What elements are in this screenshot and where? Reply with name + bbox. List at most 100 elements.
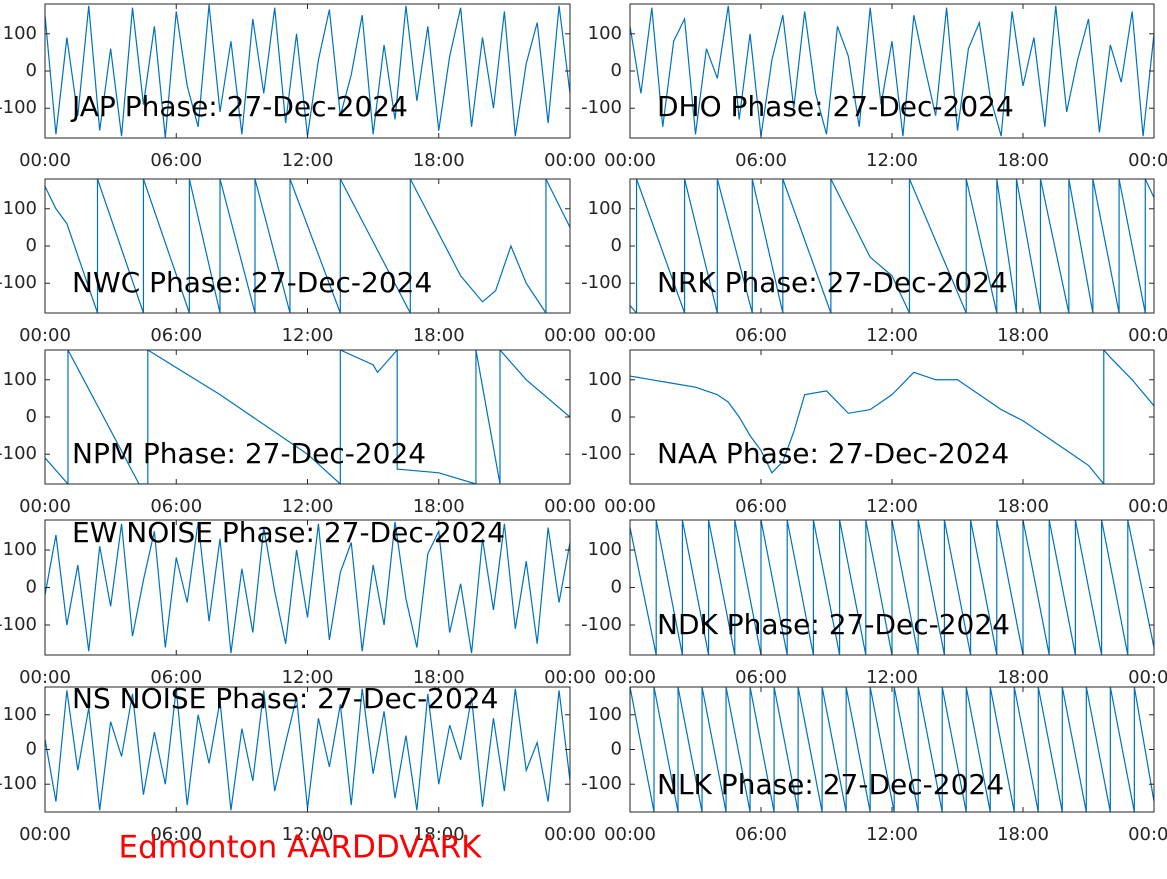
panel: -100 0 100 00:00 06:00 12:00 18:00 00:00 EW NOIS… xyxy=(0,516,596,688)
x-tick-label: 00:00 xyxy=(544,496,596,517)
y-tick-label: -100 xyxy=(0,614,37,635)
x-tick-label: 00:00 xyxy=(1128,325,1167,346)
x-tick-label: 12:00 xyxy=(282,496,334,517)
y-tick-label: 0 xyxy=(611,406,622,427)
panel: -100 0 100 00:00 06:00 12:00 18:00 00:00 NLK Pha… xyxy=(581,686,1167,845)
x-tick-label: 06:00 xyxy=(150,150,202,171)
x-tick-label: 00:00 xyxy=(19,150,71,171)
panel-title: NPM Phase: 27-Dec-2024 xyxy=(72,437,426,470)
x-tick-label: 00:00 xyxy=(604,824,656,845)
panel: -100 0 100 00:00 06:00 12:00 18:00 00:00 NRK Pha… xyxy=(581,178,1167,346)
phase-line xyxy=(45,179,570,313)
y-tick-label: -100 xyxy=(581,97,622,118)
y-tick-label: -100 xyxy=(0,443,37,464)
y-tick-label: 0 xyxy=(26,235,37,256)
phase-line xyxy=(630,687,1154,812)
x-tick-label: 00:00 xyxy=(1128,150,1167,171)
phase-line xyxy=(630,520,1154,655)
panel: -100 0 100 00:00 06:00 12:00 18:00 00:00 NWC Pha… xyxy=(0,178,596,346)
y-tick-label: 100 xyxy=(3,369,37,390)
y-tick-label: -100 xyxy=(0,773,37,794)
y-tick-label: 100 xyxy=(3,539,37,560)
x-tick-label: 00:00 xyxy=(604,496,656,517)
y-tick-label: 100 xyxy=(588,23,622,44)
panel-title: NAA Phase: 27-Dec-2024 xyxy=(657,437,1009,470)
panel-title: NS NOISE Phase: 27-Dec-2024 xyxy=(72,682,498,715)
y-tick-label: 0 xyxy=(26,739,37,760)
phase-line xyxy=(630,5,1154,137)
x-tick-label: 06:00 xyxy=(735,667,787,688)
plot-area xyxy=(45,687,570,812)
x-tick-label: 00:00 xyxy=(1128,824,1167,845)
x-tick-label: 18:00 xyxy=(413,824,465,845)
phase-line xyxy=(630,179,1154,313)
x-tick-label: 18:00 xyxy=(997,325,1049,346)
panel: -100 0 100 00:00 06:00 12:00 18:00 00:00 NAA Pha… xyxy=(581,349,1167,517)
plot-area xyxy=(45,350,570,484)
x-tick-label: 06:00 xyxy=(150,667,202,688)
y-tick-label: 0 xyxy=(611,60,622,81)
x-tick-label: 00:00 xyxy=(544,824,596,845)
x-tick-label: 12:00 xyxy=(866,150,918,171)
x-tick-label: 06:00 xyxy=(735,325,787,346)
panel: -100 0 100 00:00 06:00 12:00 18:00 00:00 NS NOIS… xyxy=(0,682,596,845)
y-tick-label: -100 xyxy=(581,773,622,794)
y-tick-label: 0 xyxy=(26,577,37,598)
x-tick-label: 12:00 xyxy=(866,824,918,845)
panel-title: NRK Phase: 27-Dec-2024 xyxy=(657,266,1008,299)
y-tick-label: -100 xyxy=(581,443,622,464)
y-tick-label: 100 xyxy=(588,704,622,725)
footer: Edmonton AARDDVARK xyxy=(118,830,482,866)
x-tick-label: 06:00 xyxy=(735,824,787,845)
x-tick-label: 00:00 xyxy=(604,150,656,171)
y-tick-label: 0 xyxy=(611,739,622,760)
x-tick-label: 12:00 xyxy=(866,667,918,688)
phase-line xyxy=(45,350,570,484)
x-tick-label: 18:00 xyxy=(997,667,1049,688)
x-tick-label: 18:00 xyxy=(413,150,465,171)
phase-line xyxy=(630,350,1154,484)
panel-title: EW NOISE Phase: 27-Dec-2024 xyxy=(72,516,505,549)
x-tick-label: 00:00 xyxy=(19,496,71,517)
plot-area xyxy=(630,4,1154,138)
x-tick-label: 12:00 xyxy=(866,496,918,517)
panel: -100 0 100 00:00 06:00 12:00 18:00 00:00 NPM Pha… xyxy=(0,349,596,517)
panel-title: JAP Phase: 27-Dec-2024 xyxy=(70,90,408,123)
x-tick-label: 00:00 xyxy=(19,667,71,688)
x-tick-label: 00:00 xyxy=(544,150,596,171)
x-tick-label: 06:00 xyxy=(150,325,202,346)
y-tick-label: 100 xyxy=(588,539,622,560)
y-tick-label: -100 xyxy=(581,272,622,293)
x-tick-label: 18:00 xyxy=(997,824,1049,845)
y-tick-label: 100 xyxy=(3,198,37,219)
panel: -100 0 100 00:00 06:00 12:00 18:00 00:00 JAP Pha… xyxy=(0,3,596,171)
plot-area xyxy=(630,350,1154,484)
panel-title: NDK Phase: 27-Dec-2024 xyxy=(657,608,1010,641)
x-tick-label: 12:00 xyxy=(282,824,334,845)
x-tick-label: 18:00 xyxy=(413,325,465,346)
x-tick-label: 18:00 xyxy=(413,496,465,517)
y-tick-label: 100 xyxy=(3,23,37,44)
phase-line xyxy=(45,521,570,654)
x-tick-label: 00:00 xyxy=(604,667,656,688)
panel-title: NWC Phase: 27-Dec-2024 xyxy=(72,266,432,299)
plot-area xyxy=(45,4,570,138)
x-tick-label: 06:00 xyxy=(150,496,202,517)
y-tick-label: 100 xyxy=(588,198,622,219)
y-tick-label: 100 xyxy=(588,369,622,390)
y-tick-label: 0 xyxy=(611,577,622,598)
y-tick-label: 100 xyxy=(3,704,37,725)
y-tick-label: 0 xyxy=(26,406,37,427)
panel-title: DHO Phase: 27-Dec-2024 xyxy=(657,90,1014,123)
x-tick-label: 12:00 xyxy=(282,150,334,171)
y-tick-label: -100 xyxy=(0,97,37,118)
y-tick-label: 0 xyxy=(611,235,622,256)
x-tick-label: 00:00 xyxy=(19,325,71,346)
x-tick-label: 18:00 xyxy=(413,667,465,688)
x-tick-label: 06:00 xyxy=(735,150,787,171)
y-tick-label: -100 xyxy=(0,272,37,293)
x-tick-label: 12:00 xyxy=(282,667,334,688)
x-tick-label: 06:00 xyxy=(150,824,202,845)
x-tick-label: 12:00 xyxy=(282,325,334,346)
